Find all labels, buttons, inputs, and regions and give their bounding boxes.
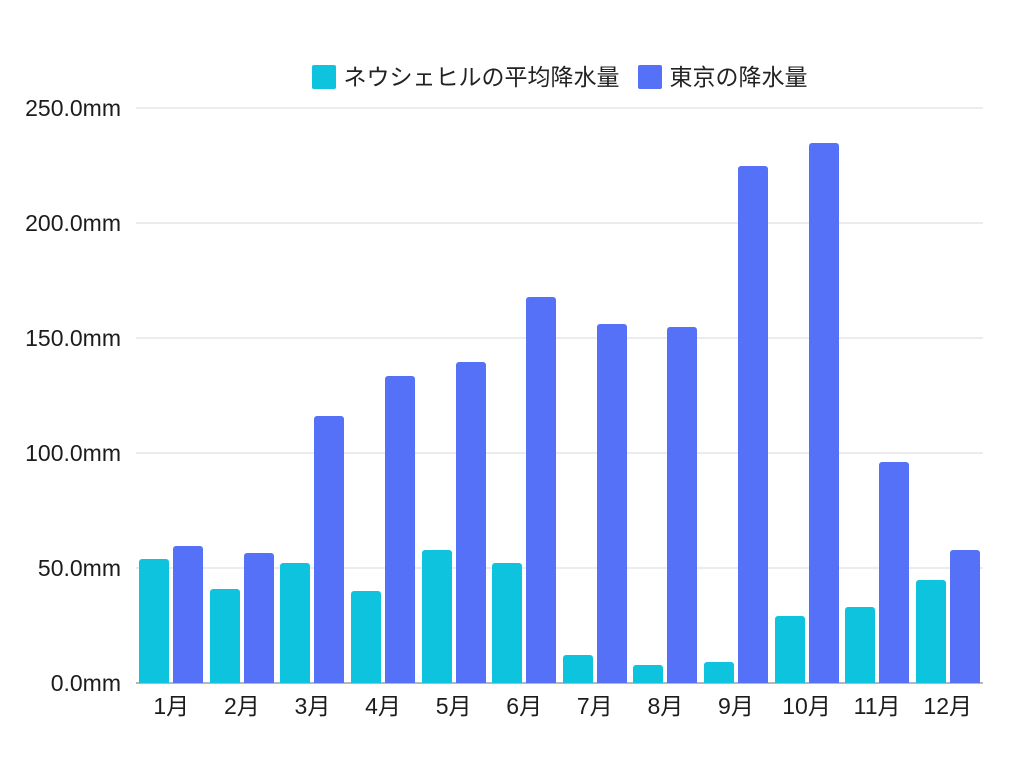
x-tick-label: 1月 (153, 693, 190, 719)
bar-tokyo-10月 (808, 142, 839, 683)
bar-nevsehir-9月 (703, 662, 734, 683)
x-tick-label: 6月 (506, 693, 543, 719)
bar-tokyo-3月 (314, 416, 345, 683)
x-tick-label: 12月 (923, 693, 972, 719)
bar-tokyo-6月 (526, 297, 557, 683)
bar-tokyo-7月 (596, 323, 627, 683)
legend-swatch-nevsehir-icon (311, 65, 336, 89)
gridline-200 (136, 222, 983, 224)
bar-nevsehir-8月 (633, 664, 664, 683)
legend-item-nevsehir: ネウシェヒルの平均降水量 (311, 64, 620, 90)
bar-tokyo-11月 (879, 461, 910, 683)
bar-nevsehir-4月 (351, 591, 382, 683)
x-tick-label: 7月 (576, 693, 613, 719)
x-tick-label: 8月 (647, 693, 684, 719)
gridline-150 (136, 337, 983, 339)
y-tick-label: 250.0mm (25, 95, 121, 121)
y-tick-label: 0.0mm (50, 670, 121, 696)
bar-tokyo-4月 (385, 375, 416, 683)
x-tick-label: 2月 (223, 693, 260, 719)
x-tick-label: 4月 (365, 693, 401, 719)
x-tick-label: 5月 (435, 693, 472, 719)
bar-nevsehir-3月 (280, 563, 311, 683)
bar-nevsehir-5月 (421, 549, 452, 683)
legend: ネウシェヒルの平均降水量 東京の降水量 (136, 62, 983, 92)
x-axis-line (136, 682, 983, 684)
gridline-250 (136, 107, 983, 109)
bar-nevsehir-11月 (845, 607, 876, 683)
bar-tokyo-1月 (173, 545, 204, 683)
bar-tokyo-12月 (949, 549, 980, 683)
gridline-100 (136, 452, 983, 454)
bar-nevsehir-2月 (209, 588, 240, 683)
bar-tokyo-8月 (667, 327, 698, 683)
legend-label-tokyo: 東京の降水量 (669, 64, 808, 90)
y-tick-label: 100.0mm (25, 440, 121, 466)
bar-nevsehir-7月 (562, 655, 593, 683)
x-tick-label: 11月 (853, 693, 901, 719)
x-tick-label: 3月 (294, 693, 331, 719)
bar-nevsehir-6月 (492, 563, 523, 683)
bar-tokyo-5月 (455, 361, 486, 683)
legend-item-tokyo: 東京の降水量 (637, 64, 808, 90)
y-tick-label: 200.0mm (25, 210, 121, 236)
x-tick-label: 9月 (718, 693, 754, 719)
y-tick-label: 150.0mm (25, 325, 121, 351)
bar-nevsehir-10月 (774, 616, 805, 683)
bar-nevsehir-1月 (139, 558, 170, 683)
bar-nevsehir-12月 (915, 579, 946, 683)
legend-label-nevsehir: ネウシェヒルの平均降水量 (343, 64, 620, 90)
x-tick-label: 10月 (782, 693, 831, 719)
gridline-50 (136, 567, 983, 569)
plot-area (136, 107, 983, 684)
bar-tokyo-9月 (737, 165, 768, 683)
y-tick-label: 50.0mm (37, 555, 121, 581)
legend-swatch-tokyo-icon (637, 65, 662, 89)
bar-tokyo-2月 (243, 553, 274, 683)
